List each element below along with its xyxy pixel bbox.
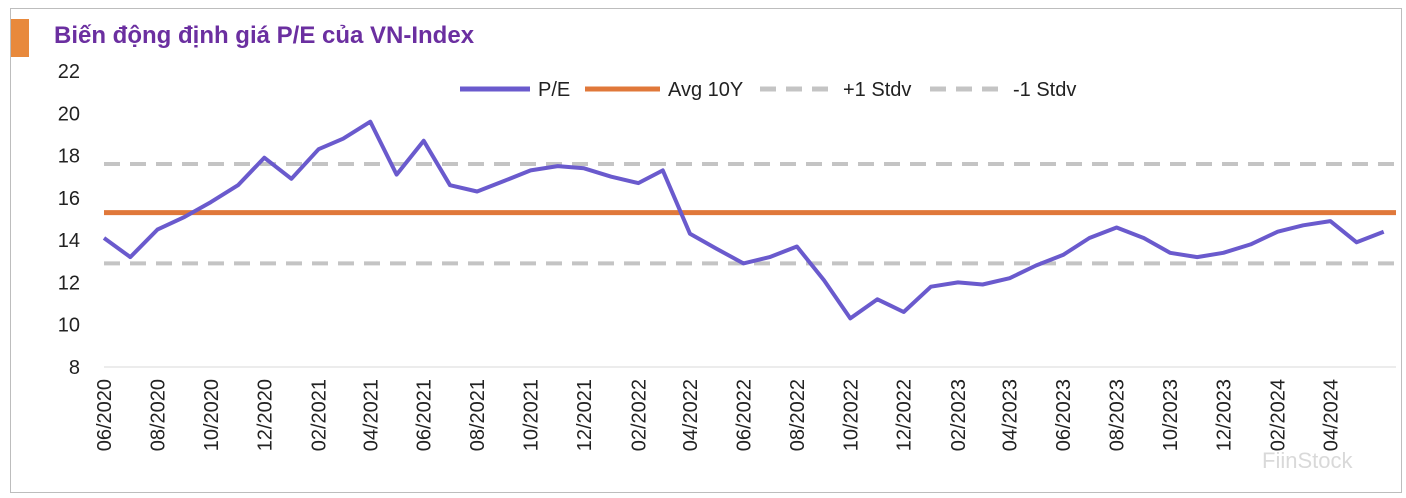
reference-lines [104, 162, 1396, 266]
chart-frame [10, 8, 1402, 493]
x-tick-label: 02/2022 [628, 379, 650, 451]
pe-line [102, 119, 1385, 321]
x-tick-label: 04/2022 [680, 379, 702, 451]
legend-avg-label: Avg 10Y [668, 79, 743, 101]
legend-minus-stdv-label: -1 Stdv [1013, 79, 1076, 101]
x-tick-label: 12/2023 [1213, 379, 1235, 451]
chart-title: Biến động định giá P/E của VN-Index [54, 22, 475, 49]
watermark: FiinStock [1262, 448, 1353, 473]
legend-pe-label: P/E [538, 79, 570, 101]
x-tick-label: 02/2021 [309, 379, 331, 451]
x-tick-label: 08/2023 [1107, 379, 1129, 451]
pe-series [102, 119, 1385, 321]
y-tick-label: 20 [58, 103, 80, 125]
x-tick-label: 12/2022 [894, 379, 916, 451]
x-tick-label: 10/2023 [1160, 379, 1182, 451]
y-tick-label: 16 [58, 188, 80, 210]
x-tick-label: 12/2021 [574, 379, 596, 451]
x-tick-label: 10/2020 [201, 379, 223, 451]
y-axis: 22 20 18 16 14 12 10 8 [58, 61, 80, 379]
x-tick-label: 02/2023 [948, 379, 970, 451]
y-tick-label: 8 [69, 357, 80, 379]
x-tick-label: 08/2020 [147, 379, 169, 451]
x-tick-label: 06/2022 [733, 379, 755, 451]
legend-plus-stdv-label: +1 Stdv [843, 79, 911, 101]
x-tick-label: 04/2024 [1320, 379, 1342, 451]
x-tick-label: 02/2024 [1268, 379, 1290, 451]
y-tick-label: 14 [58, 230, 80, 252]
x-tick-label: 10/2022 [840, 379, 862, 451]
x-tick-label: 06/2020 [94, 379, 116, 451]
x-tick-label: 12/2020 [254, 379, 276, 451]
x-tick-label: 06/2023 [1053, 379, 1075, 451]
y-tick-label: 22 [58, 61, 80, 83]
legend: P/E Avg 10Y +1 Stdv -1 Stdv [460, 79, 1076, 101]
x-tick-label: 10/2021 [521, 379, 543, 451]
x-tick-label: 04/2021 [360, 379, 382, 451]
x-tick-label: 06/2021 [414, 379, 436, 451]
title-accent-bar [11, 19, 29, 57]
x-axis: 06/2020 08/2020 10/2020 12/2020 02/2021 04/20… [94, 366, 1396, 451]
watermark-text: FiinStock [1262, 448, 1353, 473]
y-tick-label: 12 [58, 272, 80, 294]
y-tick-label: 18 [58, 146, 80, 168]
x-tick-label: 04/2023 [1000, 379, 1022, 451]
x-tick-label: 08/2022 [787, 379, 809, 451]
y-tick-label: 10 [58, 315, 80, 337]
x-tick-label: 08/2021 [467, 379, 489, 451]
